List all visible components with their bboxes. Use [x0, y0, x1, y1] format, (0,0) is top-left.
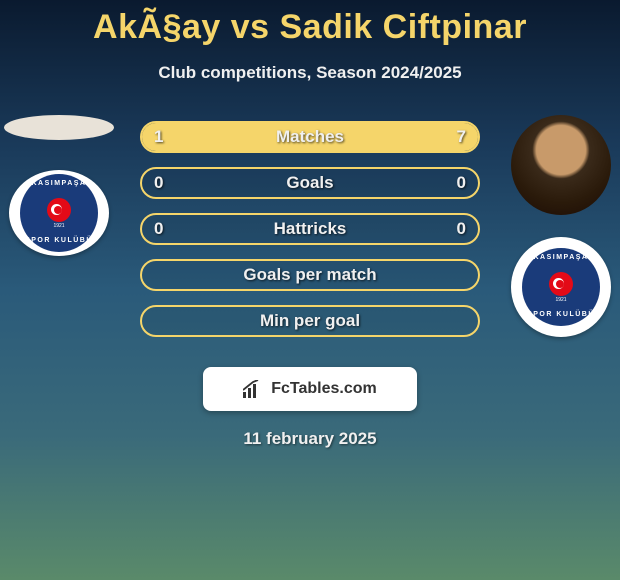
club-year: 1921 — [555, 297, 566, 303]
turkey-flag-icon — [549, 272, 573, 296]
stat-value-left: 1 — [154, 127, 163, 147]
club-name-top: KASIMPAŞA — [32, 180, 87, 187]
turkey-flag-icon — [47, 198, 71, 222]
stat-value-right: 0 — [457, 219, 466, 239]
chart-icon — [243, 380, 265, 398]
player-right-photo — [511, 115, 611, 215]
player-left-club-logo: KASIMPAŞA 1921 SPOR KULÜBÜ — [9, 170, 109, 256]
source-badge-text: FcTables.com — [271, 380, 377, 398]
player-right-column: KASIMPAŞA 1921 SPOR KULÜBÜ — [506, 115, 616, 337]
stat-value-right: 7 — [457, 127, 466, 147]
stat-label: Matches — [276, 127, 344, 147]
stat-label: Goals — [286, 173, 333, 193]
stat-value-left: 0 — [154, 219, 163, 239]
stat-row: 1 7 Matches — [140, 121, 480, 153]
stat-row: Goals per match — [140, 259, 480, 291]
stat-value-left: 0 — [154, 173, 163, 193]
club-name-bottom: SPOR KULÜBÜ — [527, 311, 595, 318]
club-name-top: KASIMPAŞA — [534, 254, 589, 261]
stat-value-right: 0 — [457, 173, 466, 193]
page-title: AkÃ§ay vs Sadik Ciftpinar — [0, 0, 620, 47]
player-left-column: KASIMPAŞA 1921 SPOR KULÜBÜ — [4, 115, 114, 256]
club-year: 1921 — [53, 223, 64, 229]
page-subtitle: Club competitions, Season 2024/2025 — [0, 63, 620, 83]
player-right-club-logo: KASIMPAŞA 1921 SPOR KULÜBÜ — [511, 237, 611, 337]
stat-label: Hattricks — [274, 219, 347, 239]
player-left-photo — [4, 115, 114, 140]
stat-row: 0 0 Goals — [140, 167, 480, 199]
stat-row: Min per goal — [140, 305, 480, 337]
stat-row: 0 0 Hattricks — [140, 213, 480, 245]
stat-label: Min per goal — [260, 311, 360, 331]
stat-bars: 1 7 Matches 0 0 Goals 0 0 Hattricks Goals per mat… — [140, 121, 480, 351]
footer-date: 11 february 2025 — [0, 429, 620, 449]
stat-label: Goals per match — [243, 265, 376, 285]
source-badge: FcTables.com — [203, 367, 417, 411]
club-name-bottom: SPOR KULÜBÜ — [25, 237, 93, 244]
comparison-area: KASIMPAŞA 1921 SPOR KULÜBÜ KASIMPAŞA 192… — [0, 121, 620, 361]
